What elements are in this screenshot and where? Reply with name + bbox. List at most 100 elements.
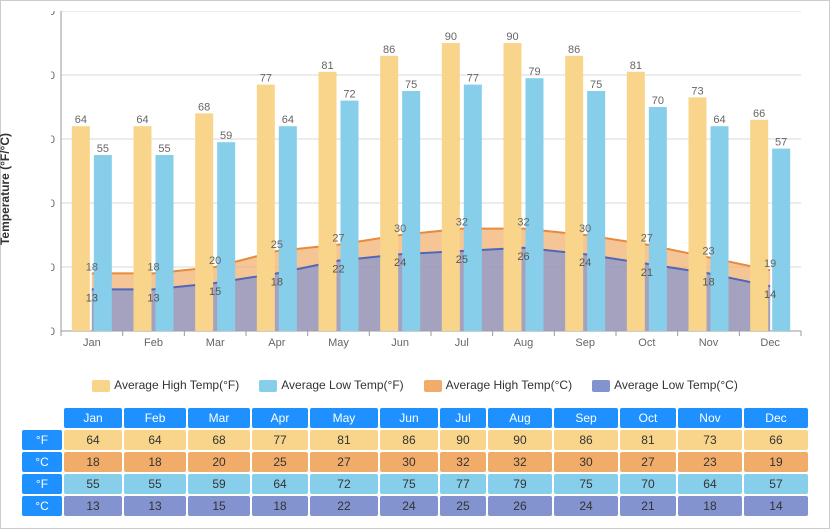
svg-text:24: 24 bbox=[394, 257, 406, 269]
svg-text:13: 13 bbox=[86, 292, 98, 304]
svg-text:18: 18 bbox=[86, 261, 98, 273]
table-header-cell: Sep bbox=[554, 408, 618, 428]
table-cell: 30 bbox=[380, 452, 438, 472]
svg-text:Jul: Jul bbox=[455, 337, 469, 349]
svg-text:30: 30 bbox=[579, 223, 591, 235]
svg-text:77: 77 bbox=[467, 73, 479, 85]
svg-text:May: May bbox=[328, 337, 349, 349]
legend-swatch bbox=[92, 380, 110, 392]
table-header-cell: Mar bbox=[188, 408, 250, 428]
svg-text:90: 90 bbox=[506, 31, 518, 43]
table-cell: 25 bbox=[440, 496, 486, 516]
table-header-cell: Nov bbox=[678, 408, 742, 428]
table-cell: 14 bbox=[744, 496, 808, 516]
table-header-cell: Apr bbox=[252, 408, 308, 428]
svg-text:23: 23 bbox=[702, 245, 714, 257]
table-cell: 22 bbox=[310, 496, 378, 516]
table-header-row: JanFebMarAprMayJunJulAugSepOctNovDec bbox=[22, 408, 808, 428]
temperature-chart: Temperature (°F/°C) 02040608010064551813… bbox=[1, 1, 829, 376]
table-header-cell: Jun bbox=[380, 408, 438, 428]
legend-item: Average High Temp(°C) bbox=[424, 378, 572, 392]
svg-text:25: 25 bbox=[271, 239, 283, 251]
table-cell: 27 bbox=[310, 452, 378, 472]
svg-text:18: 18 bbox=[147, 261, 159, 273]
svg-text:59: 59 bbox=[220, 130, 232, 142]
svg-text:75: 75 bbox=[405, 79, 417, 91]
table-cell: 70 bbox=[620, 474, 676, 494]
legend-item: Average Low Temp(°F) bbox=[259, 378, 403, 392]
table-header-cell: Dec bbox=[744, 408, 808, 428]
svg-text:Oct: Oct bbox=[638, 337, 655, 349]
svg-text:81: 81 bbox=[630, 60, 642, 72]
table-cell: 25 bbox=[252, 452, 308, 472]
legend-label: Average High Temp(°F) bbox=[114, 378, 239, 392]
svg-text:Jun: Jun bbox=[391, 337, 409, 349]
legend-label: Average High Temp(°C) bbox=[446, 378, 572, 392]
table-cell: 75 bbox=[554, 474, 618, 494]
table-cell: 75 bbox=[380, 474, 438, 494]
svg-text:24: 24 bbox=[579, 257, 591, 269]
table-cell: 64 bbox=[678, 474, 742, 494]
table-cell: 81 bbox=[310, 430, 378, 450]
table-cell: 72 bbox=[310, 474, 378, 494]
table-cell: 32 bbox=[488, 452, 552, 472]
svg-text:73: 73 bbox=[691, 85, 703, 97]
svg-text:27: 27 bbox=[641, 233, 653, 245]
table-cell: 55 bbox=[64, 474, 122, 494]
svg-text:Jan: Jan bbox=[83, 337, 101, 349]
svg-text:64: 64 bbox=[282, 114, 294, 126]
table-cell: 20 bbox=[188, 452, 250, 472]
legend-label: Average Low Temp(°F) bbox=[281, 378, 403, 392]
table-cell: 24 bbox=[554, 496, 618, 516]
table-row: °C131315182224252624211814 bbox=[22, 496, 808, 516]
table-cell: 21 bbox=[620, 496, 676, 516]
legend-item: Average High Temp(°F) bbox=[92, 378, 239, 392]
table-row: °C181820252730323230272319 bbox=[22, 452, 808, 472]
data-table: JanFebMarAprMayJunJulAugSepOctNovDec°F64… bbox=[20, 406, 810, 518]
svg-text:19: 19 bbox=[764, 258, 776, 270]
table-header-cell: May bbox=[310, 408, 378, 428]
svg-text:14: 14 bbox=[764, 289, 776, 301]
table-header-cell: Feb bbox=[124, 408, 186, 428]
svg-text:Sep: Sep bbox=[575, 337, 595, 349]
table-cell: 55 bbox=[124, 474, 186, 494]
table-cell: 26 bbox=[488, 496, 552, 516]
table-cell: 73 bbox=[678, 430, 742, 450]
svg-text:90: 90 bbox=[445, 31, 457, 43]
table-cell: 68 bbox=[188, 430, 250, 450]
table-cell: 32 bbox=[440, 452, 486, 472]
table-cell: 24 bbox=[380, 496, 438, 516]
svg-text:64: 64 bbox=[75, 114, 87, 126]
table-cell: 18 bbox=[678, 496, 742, 516]
chart-plot-area: 02040608010064551813Jan64551813Feb685920… bbox=[51, 11, 811, 351]
table-header-cell: Oct bbox=[620, 408, 676, 428]
table-cell: 79 bbox=[488, 474, 552, 494]
table-row-label: °C bbox=[22, 452, 62, 472]
svg-text:80: 80 bbox=[51, 70, 55, 82]
svg-text:25: 25 bbox=[456, 254, 468, 266]
svg-text:22: 22 bbox=[332, 264, 344, 276]
table-cell: 18 bbox=[124, 452, 186, 472]
table-cell: 77 bbox=[252, 430, 308, 450]
table-cell: 13 bbox=[64, 496, 122, 516]
table-cell: 18 bbox=[64, 452, 122, 472]
table-cell: 23 bbox=[678, 452, 742, 472]
svg-text:0: 0 bbox=[51, 326, 55, 338]
table-cell: 86 bbox=[554, 430, 618, 450]
table-row-label: °C bbox=[22, 496, 62, 516]
table-cell: 15 bbox=[188, 496, 250, 516]
svg-text:Feb: Feb bbox=[144, 337, 163, 349]
table-cell: 64 bbox=[64, 430, 122, 450]
svg-text:Nov: Nov bbox=[699, 337, 719, 349]
svg-text:30: 30 bbox=[394, 223, 406, 235]
svg-text:Dec: Dec bbox=[760, 337, 780, 349]
table-cell: 64 bbox=[252, 474, 308, 494]
table-cell: 27 bbox=[620, 452, 676, 472]
table-header-cell: Aug bbox=[488, 408, 552, 428]
table-row-label: °F bbox=[22, 430, 62, 450]
svg-text:32: 32 bbox=[456, 217, 468, 229]
svg-text:20: 20 bbox=[209, 255, 221, 267]
svg-text:15: 15 bbox=[209, 286, 221, 298]
table-row: °F555559647275777975706457 bbox=[22, 474, 808, 494]
svg-text:81: 81 bbox=[321, 60, 333, 72]
